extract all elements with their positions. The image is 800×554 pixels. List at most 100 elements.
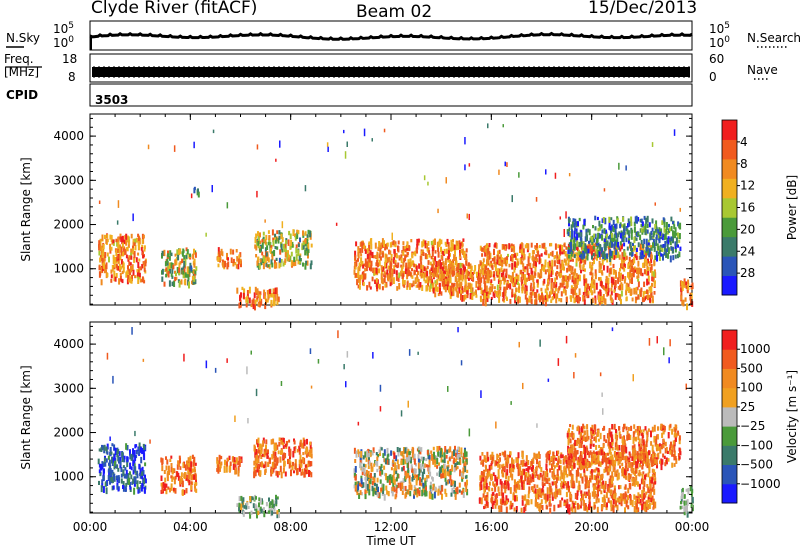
echo-cell: [586, 252, 589, 257]
echo-cell: [535, 453, 538, 460]
echo-cell: [433, 451, 435, 457]
echo-cell: [573, 230, 576, 238]
echo-cell: [604, 286, 607, 292]
echo-cell: [665, 228, 668, 235]
echo-cell: [553, 282, 556, 289]
echo-cell: [587, 248, 590, 254]
echo-cell: [387, 491, 390, 497]
echo-cell: [646, 223, 649, 229]
echo-cell: [274, 463, 277, 469]
echo-cell: [246, 295, 249, 301]
echo-cell: [528, 466, 531, 470]
echo-cell: [623, 262, 626, 267]
echo-cell: [464, 461, 467, 466]
echo-cell: [593, 279, 596, 285]
echo-cell: [116, 220, 119, 225]
echo-cell: [646, 265, 649, 271]
echo-cell: [434, 459, 437, 463]
echo-cell: [287, 239, 290, 246]
echo-cell: [414, 250, 417, 257]
echo-cell: [128, 479, 130, 485]
echo-cell: [271, 253, 274, 261]
echo-cell: [386, 269, 389, 275]
echo-cell: [127, 268, 130, 274]
echo-cell: [392, 459, 395, 464]
echo-cell: [389, 250, 392, 255]
echo-cell: [140, 247, 143, 251]
echo-cell: [99, 464, 102, 470]
echo-cell: [583, 252, 586, 259]
echo-cell: [515, 494, 518, 502]
echo-cell: [511, 246, 514, 250]
echo-cell: [679, 280, 682, 287]
echo-cell: [554, 243, 557, 250]
echo-cell: [239, 294, 242, 301]
echo-cell: [230, 257, 233, 263]
echo-cell: [405, 446, 408, 451]
echo-cell: [144, 270, 147, 274]
echo-cell: [136, 473, 139, 479]
echo-cell: [436, 267, 439, 274]
echo-cell: [288, 230, 291, 236]
echo-cell: [616, 246, 619, 251]
echo-cell: [117, 467, 120, 472]
echo-cell: [652, 276, 655, 282]
echo-cell: [407, 267, 410, 273]
echo-cell: [176, 464, 179, 470]
echo-cell: [103, 457, 106, 462]
echo-cell: [494, 504, 497, 509]
echo-cell: [628, 261, 631, 266]
echo-cell: [232, 258, 235, 264]
echo-cell: [508, 263, 511, 268]
echo-cell: [383, 240, 385, 248]
echo-cell: [125, 271, 128, 276]
echo-cell: [400, 459, 403, 465]
echo-cell: [375, 267, 378, 274]
echo-cell: [603, 228, 606, 234]
echo-cell: [541, 505, 544, 511]
echo-cell: [586, 254, 589, 261]
echo-cell: [528, 275, 531, 281]
echo-cell: [689, 295, 692, 301]
echo-cell: [406, 241, 409, 249]
echo-cell: [545, 478, 548, 484]
echo-cell: [141, 244, 144, 248]
echo-cell: [276, 300, 279, 306]
echo-cell: [611, 232, 613, 238]
echo-cell: [275, 262, 278, 269]
echo-cell: [122, 267, 125, 273]
echo-cell: [506, 297, 508, 301]
echo-cell: [189, 253, 192, 257]
echo-cell: [523, 278, 526, 284]
echo-cell: [454, 480, 456, 487]
echo-cell: [259, 258, 262, 263]
echo-cell: [621, 224, 624, 228]
echo-cell: [419, 265, 422, 270]
echo-cell: [458, 243, 461, 249]
echo-cell: [277, 238, 280, 244]
echo-cell: [408, 455, 411, 461]
echo-cell: [507, 274, 510, 279]
echo-cell: [592, 242, 595, 247]
echo-cell: [132, 213, 134, 222]
echo-cell: [421, 241, 424, 248]
echo-cell: [454, 452, 457, 457]
echo-cell: [377, 453, 380, 458]
echo-cell: [253, 460, 256, 466]
echo-cell: [119, 244, 121, 250]
echo-cell: [100, 279, 103, 286]
echo-cell: [307, 242, 310, 250]
echo-cell: [633, 506, 636, 513]
echo-cell: [305, 448, 308, 455]
echo-cell: [497, 278, 500, 284]
echo-cell: [628, 234, 631, 238]
echo-cell: [396, 485, 399, 489]
echo-cell: [404, 268, 407, 275]
echo-cell: [690, 298, 692, 306]
echo-cell: [443, 457, 446, 463]
echo-cell: [586, 506, 589, 513]
echo-cell: [110, 278, 113, 283]
echo-cell: [460, 472, 463, 477]
echo-cell: [395, 487, 398, 494]
echo-cell: [534, 247, 537, 251]
